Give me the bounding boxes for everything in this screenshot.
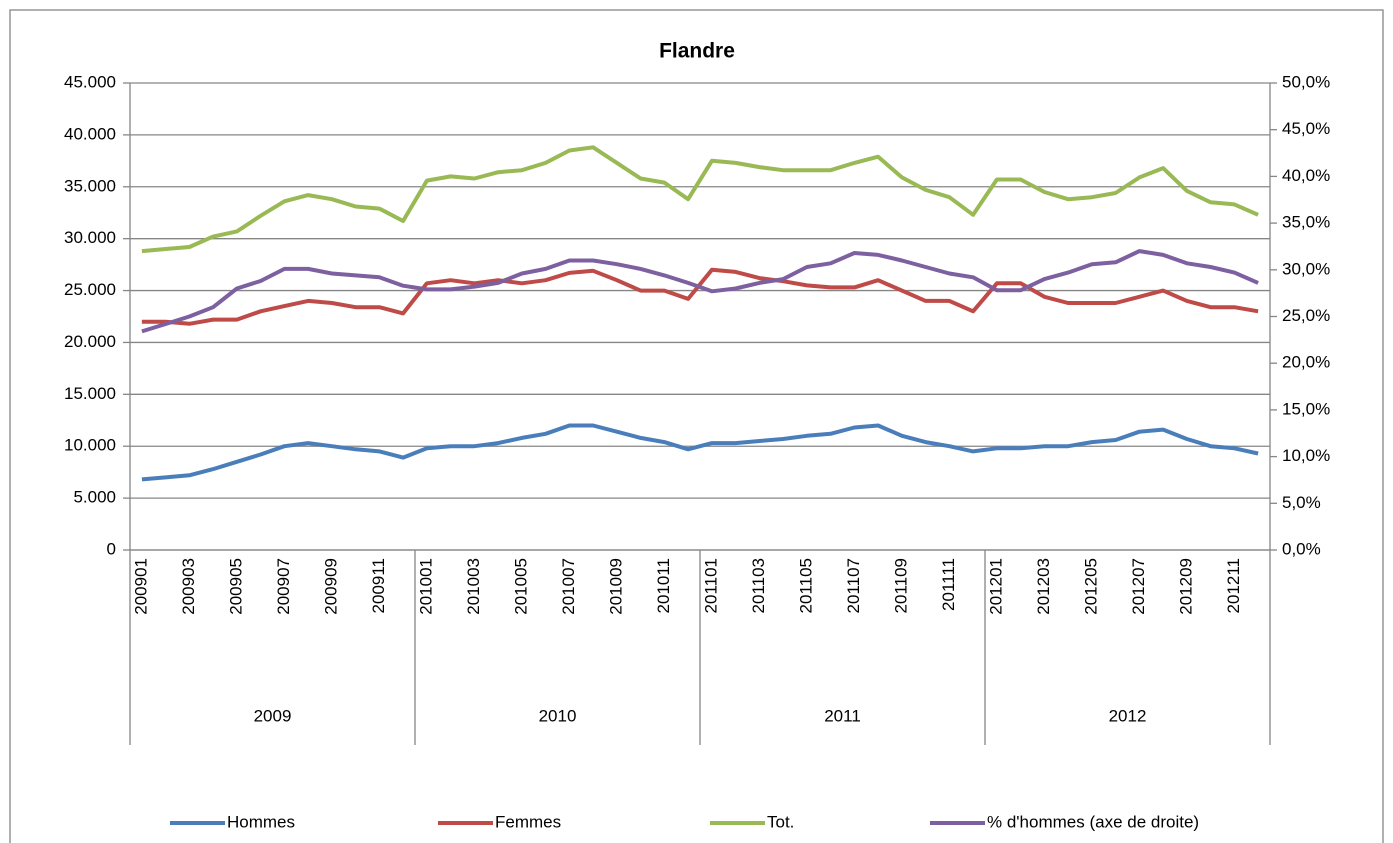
y2-tick-label: 10,0% bbox=[1282, 446, 1330, 465]
y-tick-label: 0 bbox=[107, 539, 116, 558]
x-tick-label: 200911 bbox=[369, 558, 388, 613]
group-label: 2011 bbox=[824, 706, 861, 725]
series-line bbox=[141, 423, 1259, 482]
legend-label: % d'hommes (axe de droite) bbox=[987, 812, 1199, 831]
group-label: 2012 bbox=[1109, 706, 1147, 725]
y2-tick-label: 45,0% bbox=[1282, 119, 1330, 138]
x-tick-label: 201007 bbox=[559, 558, 578, 615]
x-tick-label: 201207 bbox=[1129, 558, 1148, 615]
x-tick-label: 201109 bbox=[891, 558, 910, 613]
y-tick-label: 5.000 bbox=[73, 488, 116, 507]
x-tick-label: 200905 bbox=[226, 558, 245, 615]
y-tick-label: 30.000 bbox=[64, 228, 116, 247]
y2-tick-label: 20,0% bbox=[1282, 353, 1330, 372]
x-tick-label: 200903 bbox=[179, 558, 198, 615]
series-line bbox=[141, 145, 1259, 254]
y2-tick-label: 5,0% bbox=[1282, 493, 1321, 512]
group-label: 2009 bbox=[254, 706, 292, 725]
y-tick-label: 35.000 bbox=[64, 176, 116, 195]
series-line bbox=[141, 249, 1259, 334]
x-tick-label: 201205 bbox=[1081, 558, 1100, 615]
y2-tick-label: 35,0% bbox=[1282, 213, 1330, 232]
legend-label: Hommes bbox=[227, 812, 295, 831]
x-tick-label: 201105 bbox=[796, 558, 815, 613]
series-line bbox=[141, 267, 1259, 326]
x-tick-label: 201203 bbox=[1034, 558, 1053, 615]
chart-frame bbox=[9, 9, 1384, 843]
legend-label: Tot. bbox=[767, 812, 794, 831]
x-tick-label: 201107 bbox=[844, 558, 863, 613]
y-tick-label: 25.000 bbox=[64, 280, 116, 299]
x-tick-label: 201009 bbox=[606, 558, 625, 615]
x-tick-label: 201111 bbox=[939, 558, 958, 611]
chart-title: Flandre bbox=[659, 40, 735, 63]
y-tick-label: 15.000 bbox=[64, 384, 116, 403]
legend-label: Femmes bbox=[495, 812, 561, 831]
x-tick-label: 200909 bbox=[321, 558, 340, 615]
x-tick-label: 201003 bbox=[464, 558, 483, 615]
x-tick-label: 200901 bbox=[131, 558, 150, 615]
x-tick-label: 201101 bbox=[701, 558, 720, 613]
x-tick-label: 201209 bbox=[1176, 558, 1195, 615]
y2-tick-label: 0,0% bbox=[1282, 539, 1321, 558]
y2-tick-label: 15,0% bbox=[1282, 399, 1330, 418]
y2-tick-label: 40,0% bbox=[1282, 166, 1330, 185]
y-tick-label: 20.000 bbox=[64, 332, 116, 351]
x-tick-label: 201011 bbox=[654, 558, 673, 613]
group-label: 2010 bbox=[539, 706, 577, 725]
x-tick-label: 201001 bbox=[416, 558, 435, 615]
y2-tick-label: 25,0% bbox=[1282, 306, 1330, 325]
x-tick-label: 201211 bbox=[1224, 558, 1243, 613]
y2-tick-label: 30,0% bbox=[1282, 259, 1330, 278]
y-tick-label: 10.000 bbox=[64, 436, 116, 455]
y2-tick-label: 50,0% bbox=[1282, 72, 1330, 91]
x-tick-label: 201201 bbox=[986, 558, 1005, 615]
x-tick-label: 200907 bbox=[274, 558, 293, 615]
y-tick-label: 40.000 bbox=[64, 124, 116, 143]
y-tick-label: 45.000 bbox=[64, 72, 116, 91]
x-tick-label: 201103 bbox=[749, 558, 768, 613]
x-tick-label: 201005 bbox=[511, 558, 530, 615]
